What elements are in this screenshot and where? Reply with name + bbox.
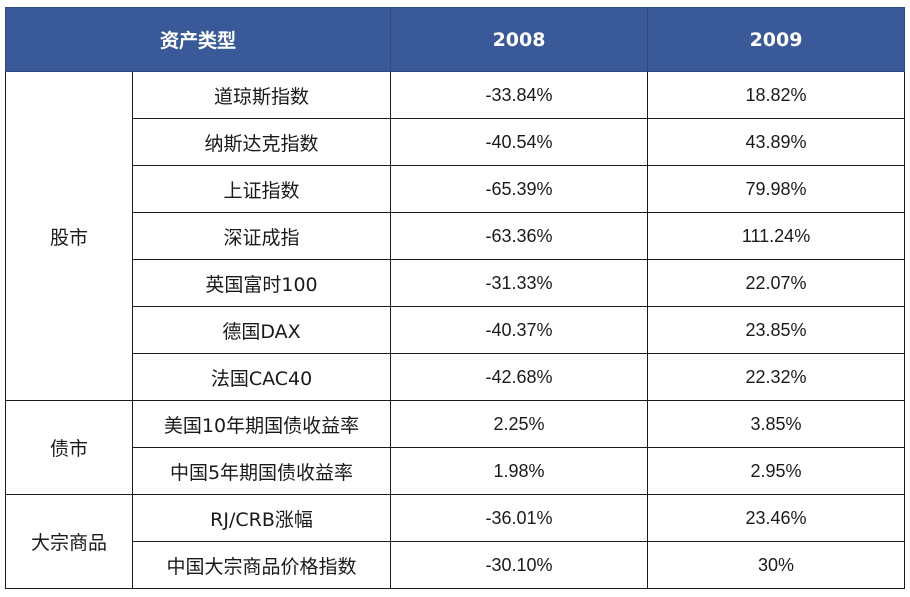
table-row: 上证指数 -65.39% 79.98% <box>6 165 906 213</box>
header-row: 资产类型 2008 2009 <box>4 7 906 72</box>
value-2009: 22.07% <box>647 259 906 307</box>
value-2009: 111.24% <box>647 212 906 260</box>
table-row: 中国5年期国债收益率 1.98% 2.95% <box>6 447 906 495</box>
table-row: 纳斯达克指数 -40.54% 43.89% <box>6 118 906 166</box>
value-2009: 2.95% <box>647 447 906 495</box>
table-row: 英国富时100 -31.33% 22.07% <box>6 259 906 307</box>
value-2008: -30.10% <box>390 541 649 589</box>
value-2008: 1.98% <box>390 447 649 495</box>
table-row: 深证成指 -63.36% 111.24% <box>6 212 906 260</box>
table-row: 股市 道琼斯指数 -33.84% 18.82% <box>5 71 906 401</box>
asset-name: 上证指数 <box>131 165 392 213</box>
asset-name: 中国5年期国债收益率 <box>131 447 392 495</box>
asset-name: 中国大宗商品价格指数 <box>131 541 392 589</box>
asset-name: 法国CAC40 <box>131 353 392 401</box>
value-2008: -36.01% <box>390 494 649 542</box>
value-2008: -65.39% <box>390 165 649 213</box>
value-2008: 2.25% <box>390 400 649 448</box>
header-2008: 2008 <box>390 7 649 72</box>
value-2008: -63.36% <box>390 212 649 260</box>
header-asset-type: 资产类型 <box>4 7 392 72</box>
header-2009: 2009 <box>647 7 906 72</box>
value-2008: -42.68% <box>390 353 649 401</box>
asset-name: 纳斯达克指数 <box>131 118 392 166</box>
asset-name: 英国富时100 <box>131 259 392 307</box>
value-2008: -33.84% <box>390 71 649 119</box>
value-2009: 79.98% <box>647 165 906 213</box>
table-row: 债市 美国10年期国债收益率 2.25% 3.85% <box>5 400 906 495</box>
table-row: 中国大宗商品价格指数 -30.10% 30% <box>6 541 906 589</box>
table-row: 德国DAX -40.37% 23.85% <box>6 306 906 354</box>
table-row: 法国CAC40 -42.68% 22.32% <box>6 353 906 401</box>
category-bonds: 债市 <box>5 400 133 495</box>
value-2009: 18.82% <box>647 71 906 119</box>
asset-name: 德国DAX <box>131 306 392 354</box>
asset-returns-table: 资产类型 2008 2009 股市 道琼斯指数 -33.84% 18.82% 纳… <box>4 7 906 589</box>
asset-name: RJ/CRB涨幅 <box>131 494 392 542</box>
value-2009: 43.89% <box>647 118 906 166</box>
value-2009: 23.46% <box>647 494 906 542</box>
asset-name: 美国10年期国债收益率 <box>131 400 392 448</box>
asset-name: 道琼斯指数 <box>131 71 392 119</box>
asset-name: 深证成指 <box>131 212 392 260</box>
value-2009: 30% <box>647 541 906 589</box>
table-row: 大宗商品 RJ/CRB涨幅 -36.01% 23.46% <box>5 494 906 589</box>
value-2009: 3.85% <box>647 400 906 448</box>
value-2009: 23.85% <box>647 306 906 354</box>
value-2008: -40.54% <box>390 118 649 166</box>
value-2009: 22.32% <box>647 353 906 401</box>
category-stocks: 股市 <box>5 71 133 401</box>
category-commodities: 大宗商品 <box>5 494 133 589</box>
value-2008: -40.37% <box>390 306 649 354</box>
value-2008: -31.33% <box>390 259 649 307</box>
